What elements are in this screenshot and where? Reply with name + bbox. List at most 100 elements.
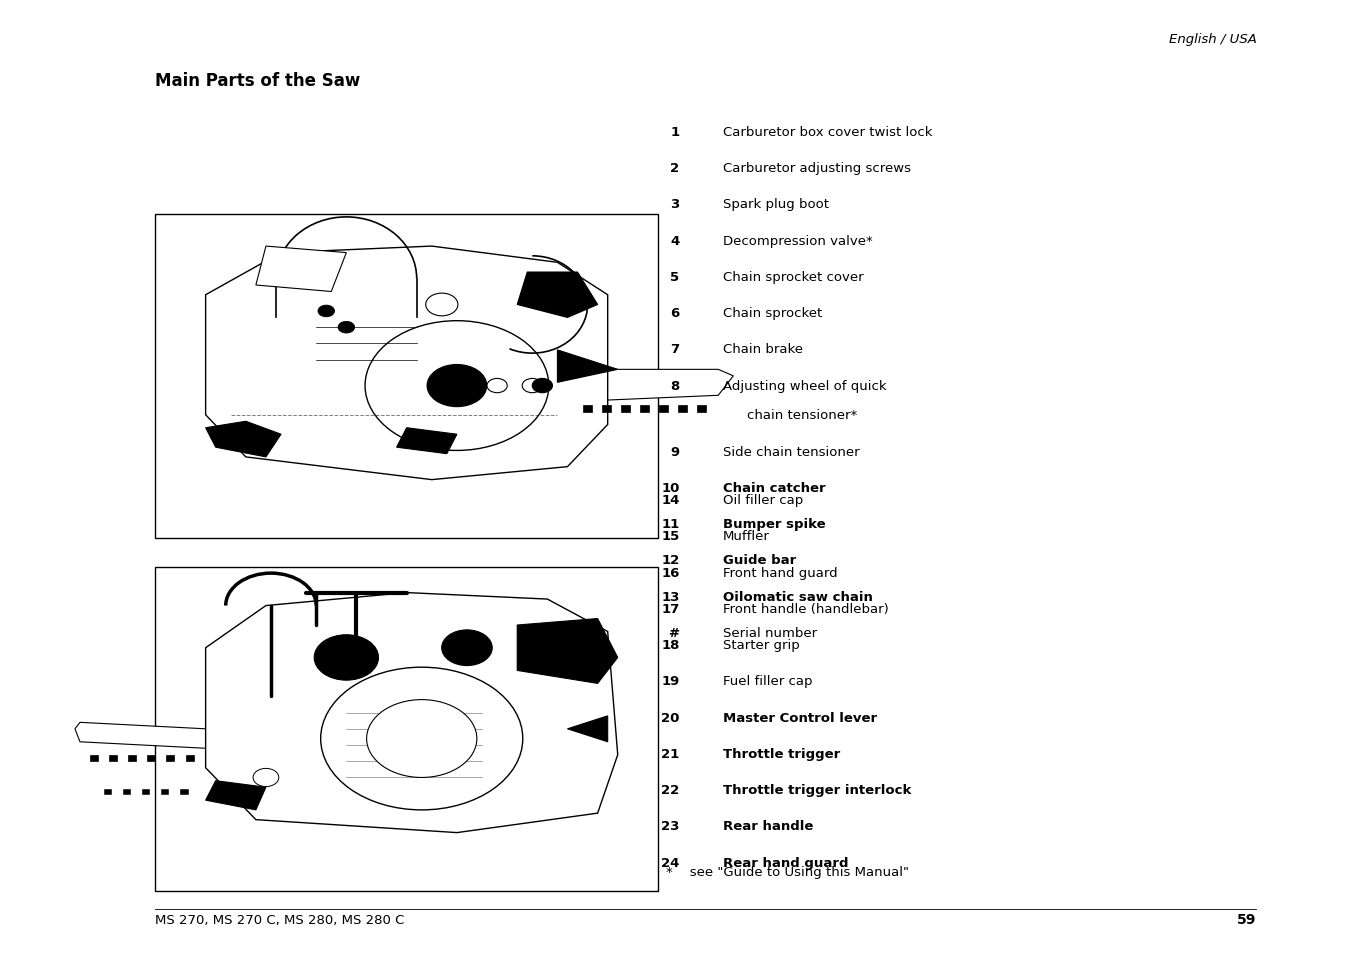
Circle shape <box>365 321 549 451</box>
Bar <box>678 406 688 412</box>
Text: Decompression valve*: Decompression valve* <box>723 234 873 248</box>
Circle shape <box>523 379 542 394</box>
Bar <box>659 406 667 412</box>
Text: Side chain tensioner: Side chain tensioner <box>723 445 859 458</box>
Text: 10: 10 <box>661 481 680 495</box>
Text: Oil filler cap: Oil filler cap <box>723 494 802 507</box>
Bar <box>640 406 648 412</box>
Text: 5: 5 <box>670 271 680 284</box>
Bar <box>620 406 630 412</box>
Text: Guide bar: Guide bar <box>723 554 796 567</box>
Text: 2: 2 <box>670 162 680 175</box>
Bar <box>161 789 169 794</box>
Text: chain tensioner*: chain tensioner* <box>747 409 858 422</box>
Polygon shape <box>567 370 734 402</box>
Circle shape <box>317 306 335 317</box>
Polygon shape <box>74 722 205 748</box>
Text: Fuel filler cap: Fuel filler cap <box>723 675 812 688</box>
Text: 14: 14 <box>661 494 680 507</box>
Text: Carburetor adjusting screws: Carburetor adjusting screws <box>723 162 911 175</box>
Text: 7: 7 <box>670 343 680 356</box>
Text: 3: 3 <box>670 198 680 212</box>
Circle shape <box>427 365 486 407</box>
Polygon shape <box>517 273 597 318</box>
Text: 13: 13 <box>661 590 680 603</box>
Text: English / USA: English / USA <box>1169 33 1256 47</box>
Bar <box>582 406 592 412</box>
Text: Starter grip: Starter grip <box>723 639 800 652</box>
Text: Front handle (handlebar): Front handle (handlebar) <box>723 602 889 616</box>
Text: 8: 8 <box>670 379 680 393</box>
Text: *    see "Guide to Using this Manual": * see "Guide to Using this Manual" <box>666 865 909 879</box>
Bar <box>91 756 99 761</box>
Text: Chain brake: Chain brake <box>723 343 802 356</box>
Bar <box>142 789 150 794</box>
Text: 9: 9 <box>670 445 680 458</box>
Text: 24: 24 <box>661 856 680 869</box>
Text: 16: 16 <box>661 566 680 579</box>
Text: Oilomatic saw chain: Oilomatic saw chain <box>723 590 873 603</box>
Circle shape <box>366 700 477 778</box>
Text: Front hand guard: Front hand guard <box>723 566 838 579</box>
Bar <box>128 756 136 761</box>
Text: Bumper spike: Bumper spike <box>723 517 825 531</box>
Polygon shape <box>567 716 608 742</box>
Circle shape <box>320 667 523 810</box>
Circle shape <box>426 294 458 316</box>
Text: 21: 21 <box>661 747 680 760</box>
Text: MS 270, MS 270 C, MS 280, MS 280 C: MS 270, MS 270 C, MS 280, MS 280 C <box>155 913 405 926</box>
Circle shape <box>532 379 553 394</box>
Text: Throttle trigger interlock: Throttle trigger interlock <box>723 783 911 797</box>
Text: Chain catcher: Chain catcher <box>723 481 825 495</box>
Text: Spark plug boot: Spark plug boot <box>723 198 828 212</box>
Text: Master Control lever: Master Control lever <box>723 711 877 724</box>
Circle shape <box>338 322 354 334</box>
Bar <box>123 789 130 794</box>
Text: Carburetor box cover twist lock: Carburetor box cover twist lock <box>723 126 932 139</box>
Text: Chain sprocket cover: Chain sprocket cover <box>723 271 863 284</box>
Text: 17: 17 <box>661 602 680 616</box>
Bar <box>185 756 193 761</box>
Polygon shape <box>205 247 608 480</box>
Polygon shape <box>205 593 617 833</box>
Text: 22: 22 <box>661 783 680 797</box>
Text: 6: 6 <box>670 307 680 320</box>
Text: #: # <box>669 626 680 639</box>
Bar <box>155 214 658 538</box>
Circle shape <box>442 630 492 666</box>
Text: Chain sprocket: Chain sprocket <box>723 307 821 320</box>
Text: Serial number: Serial number <box>723 626 817 639</box>
Bar <box>166 756 174 761</box>
Text: Muffler: Muffler <box>723 530 770 543</box>
Text: 18: 18 <box>661 639 680 652</box>
Bar <box>601 406 611 412</box>
Polygon shape <box>558 351 617 383</box>
Circle shape <box>486 379 507 394</box>
Text: Adjusting wheel of quick: Adjusting wheel of quick <box>723 379 886 393</box>
Polygon shape <box>397 428 457 455</box>
Text: 23: 23 <box>661 820 680 833</box>
Text: Rear hand guard: Rear hand guard <box>723 856 848 869</box>
Text: 15: 15 <box>661 530 680 543</box>
Text: Rear handle: Rear handle <box>723 820 813 833</box>
Text: 12: 12 <box>661 554 680 567</box>
Bar <box>697 406 707 412</box>
Bar <box>181 789 188 794</box>
Text: Main Parts of the Saw: Main Parts of the Saw <box>155 71 361 90</box>
Text: 59: 59 <box>1238 912 1256 926</box>
Polygon shape <box>517 618 617 683</box>
Text: 20: 20 <box>661 711 680 724</box>
Bar <box>147 756 155 761</box>
Text: Throttle trigger: Throttle trigger <box>723 747 840 760</box>
Text: 1: 1 <box>670 126 680 139</box>
Polygon shape <box>255 247 346 293</box>
Bar <box>109 756 118 761</box>
Bar <box>104 789 111 794</box>
Bar <box>155 567 658 891</box>
Circle shape <box>253 768 278 787</box>
Polygon shape <box>205 781 266 810</box>
Text: 11: 11 <box>661 517 680 531</box>
Polygon shape <box>205 422 281 457</box>
Circle shape <box>315 635 378 680</box>
Text: 19: 19 <box>661 675 680 688</box>
